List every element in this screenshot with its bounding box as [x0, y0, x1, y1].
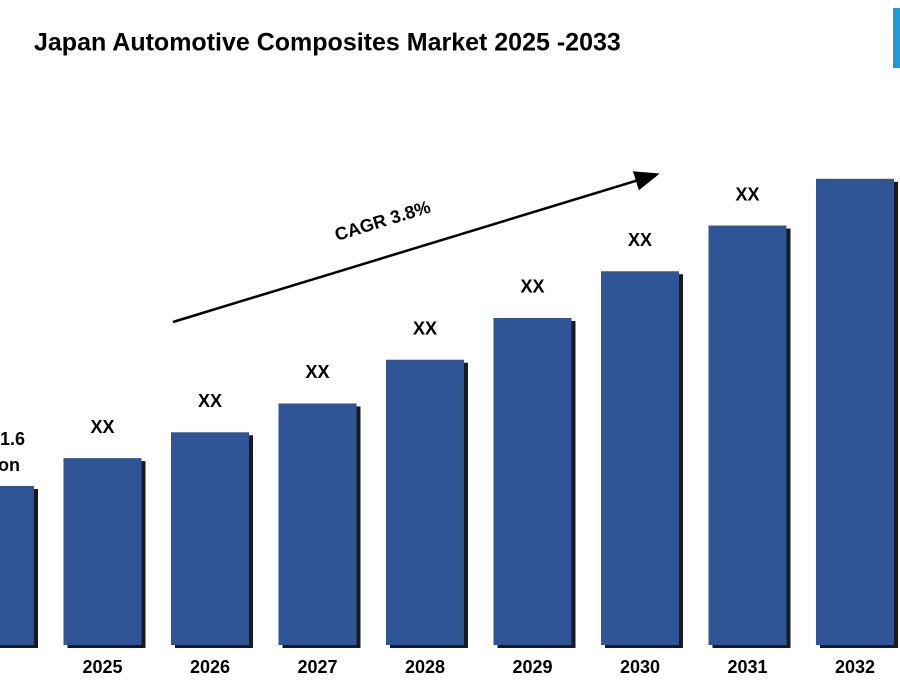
bar — [493, 317, 572, 645]
bar — [708, 225, 787, 646]
bar — [278, 403, 357, 645]
bar — [63, 458, 142, 645]
x-tick-label: 2030 — [620, 657, 660, 677]
value-label: XX — [735, 184, 759, 204]
x-tick-label: 2026 — [190, 657, 230, 677]
value-label: XX — [305, 362, 329, 382]
logo — [893, 8, 900, 68]
x-tick-label: 2028 — [405, 657, 445, 677]
value-unit-label: on — [0, 455, 20, 475]
x-tick-label: 2025 — [82, 657, 122, 677]
x-tick-label: 2027 — [297, 657, 337, 677]
cagr-label: CAGR 3.8% — [332, 197, 433, 245]
bar — [171, 432, 249, 645]
x-tick-label: 2029 — [512, 657, 552, 677]
chart-title: Japan Automotive Composites Market 2025 … — [34, 29, 621, 57]
value-label: 1.6 — [0, 429, 25, 449]
value-label: XX — [413, 318, 437, 338]
x-tick-label: 2031 — [727, 657, 767, 677]
value-label: XX — [520, 277, 544, 297]
x-tick-label: 2032 — [835, 657, 875, 677]
bar — [816, 178, 894, 645]
bar — [0, 485, 34, 645]
value-label: XX — [198, 391, 222, 411]
value-label: XX — [90, 417, 114, 437]
bar — [386, 359, 464, 645]
cagr-arrow — [172, 171, 660, 324]
value-label: XX — [628, 230, 652, 250]
bar — [601, 271, 679, 645]
